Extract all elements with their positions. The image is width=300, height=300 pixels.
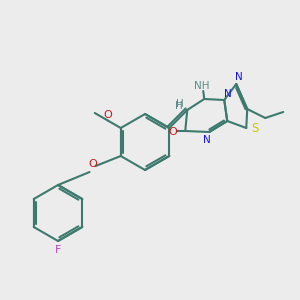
- Text: H: H: [176, 101, 183, 111]
- Text: N: N: [224, 89, 232, 99]
- Text: S: S: [252, 122, 259, 134]
- Text: O: O: [88, 159, 97, 169]
- Text: NH: NH: [194, 81, 210, 91]
- Text: F: F: [55, 245, 61, 255]
- Text: O: O: [169, 127, 178, 137]
- Text: N: N: [203, 135, 211, 145]
- Text: H: H: [176, 99, 184, 109]
- Text: O: O: [103, 110, 112, 119]
- Text: N: N: [236, 72, 243, 82]
